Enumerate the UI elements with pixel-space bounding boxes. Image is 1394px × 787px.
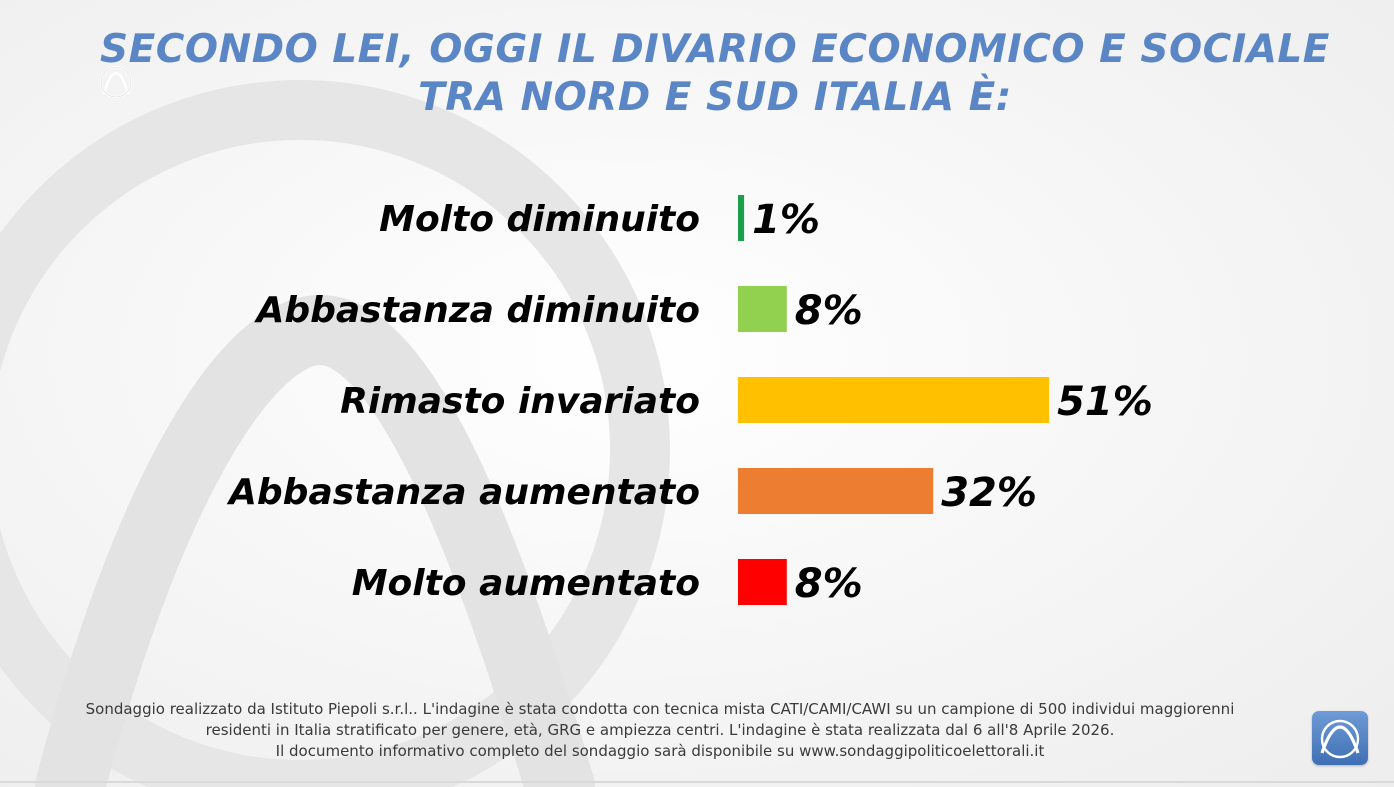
survey-footnote: Sondaggio realizzato da Istituto Piepoli… xyxy=(20,699,1300,762)
title-line-2: TRA NORD E SUD ITALIA È: xyxy=(418,75,1012,120)
footnote-line-3: Il documento informativo completo del so… xyxy=(275,742,1045,760)
bottom-divider xyxy=(0,781,1394,783)
piepoli-logo-outline-icon xyxy=(99,65,133,99)
footnote-line-2: residenti in Italia stratificato per gen… xyxy=(205,721,1115,739)
title-line-1: SECONDO LEI, OGGI IL DIVARIO ECONOMICO E… xyxy=(100,27,1330,72)
value-label: 8% xyxy=(795,288,863,334)
bar-3 xyxy=(738,377,1050,423)
piepoli-logo-icon xyxy=(1312,711,1368,765)
page-title: SECONDO LEI, OGGI IL DIVARIO ECONOMICO E… xyxy=(100,26,1330,122)
category-label: Abbastanza diminuito xyxy=(253,290,700,331)
category-label: Molto aumentato xyxy=(352,563,700,604)
bar-4 xyxy=(738,468,934,514)
value-label: 32% xyxy=(941,470,1037,516)
footnote-line-1: Sondaggio realizzato da Istituto Piepoli… xyxy=(85,700,1235,718)
value-label: 51% xyxy=(1057,379,1153,425)
value-label: 1% xyxy=(752,197,820,243)
bar-1 xyxy=(738,195,745,241)
category-label: Molto diminuito xyxy=(379,199,700,240)
value-label: 8% xyxy=(795,561,863,607)
category-label: Abbastanza aumentato xyxy=(226,472,700,513)
category-label: Rimasto invariato xyxy=(340,381,700,422)
bar-2 xyxy=(738,286,787,332)
bar-5 xyxy=(738,559,787,605)
